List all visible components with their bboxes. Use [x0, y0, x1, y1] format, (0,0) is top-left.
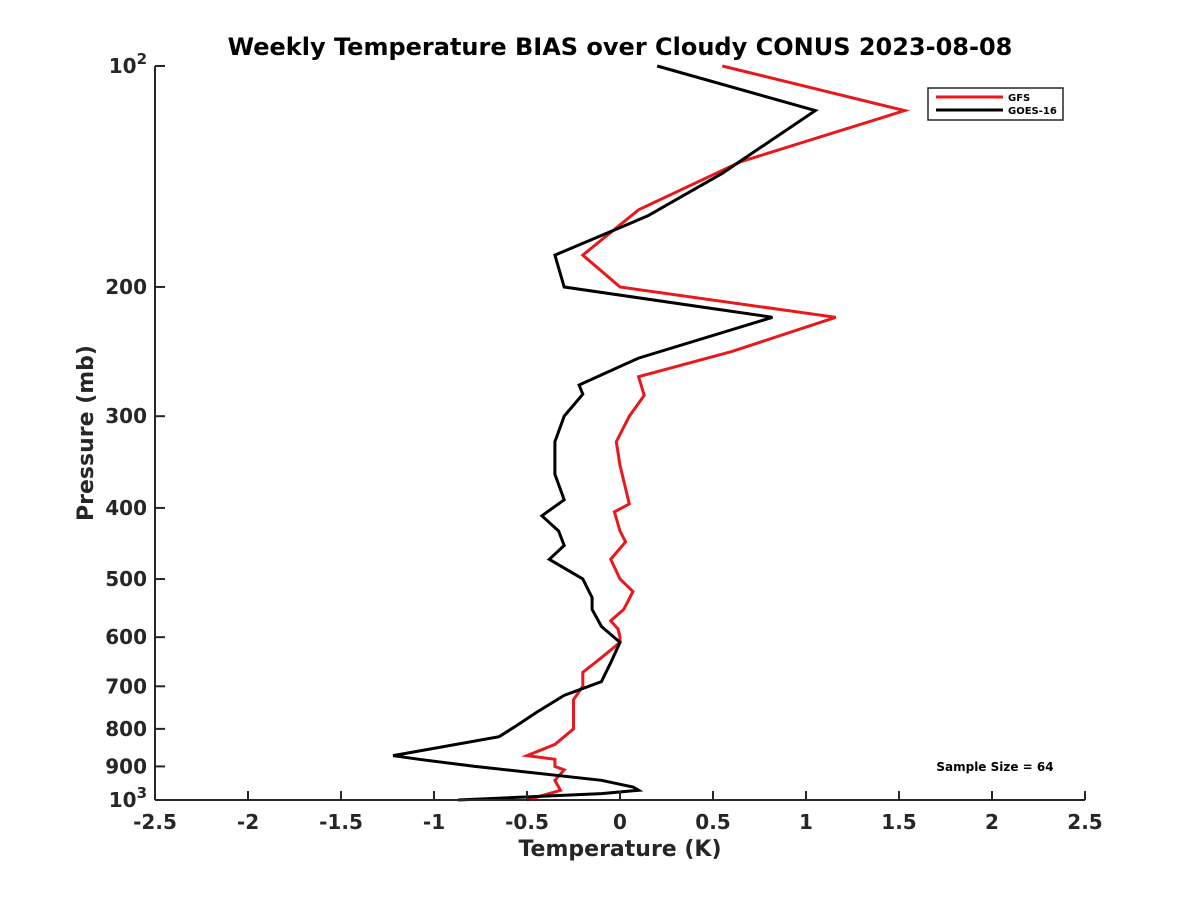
y-tick-label: 300 — [105, 404, 147, 428]
y-tick-label: 700 — [105, 674, 147, 698]
legend-label-gfs: GFS — [1008, 93, 1030, 104]
sample-size-annotation: Sample Size = 64 — [936, 760, 1053, 774]
y-tick-label: 103 — [109, 784, 147, 812]
x-ticks: -2.5 -2 -1.5 -1 -0.5 0 0.5 1 1.5 2 2.5 — [133, 791, 1103, 834]
x-tick-label: -1 — [423, 810, 445, 834]
x-tick-label: 1.5 — [881, 810, 916, 834]
y-axis-label: Pressure (mb) — [74, 345, 99, 521]
legend: GFS GOES-16 — [927, 87, 1064, 121]
x-tick-label: -0.5 — [505, 810, 549, 834]
y-tick-label: 600 — [105, 625, 147, 649]
x-tick-label: 0.5 — [695, 810, 730, 834]
series-line-goes16 — [392, 64, 819, 802]
legend-box — [927, 87, 1064, 121]
y-tick-label: 800 — [105, 717, 147, 741]
x-tick-label: 2.5 — [1067, 810, 1102, 834]
series-line-gfs — [521, 64, 911, 802]
y-tick-label: 102 — [109, 50, 147, 78]
x-tick-label: -1.5 — [319, 810, 363, 834]
x-tick-label: -2 — [237, 810, 259, 834]
chart-title: Weekly Temperature BIAS over Cloudy CONU… — [228, 33, 1013, 61]
y-tick-label: 900 — [105, 754, 147, 778]
y-ticks: 102 200 300 400 500 600 700 800 900 103 — [105, 50, 165, 812]
x-tick-label: 2 — [985, 810, 999, 834]
legend-label-goes16: GOES-16 — [1008, 106, 1057, 117]
y-tick-label: 400 — [105, 496, 147, 520]
x-axis-label: Temperature (K) — [518, 837, 721, 862]
x-tick-label: -2.5 — [133, 810, 177, 834]
x-tick-label: 0 — [613, 810, 627, 834]
series-layer — [392, 64, 911, 802]
y-tick-label: 200 — [105, 275, 147, 299]
y-tick-label: 500 — [105, 567, 147, 591]
x-tick-label: 1 — [799, 810, 813, 834]
